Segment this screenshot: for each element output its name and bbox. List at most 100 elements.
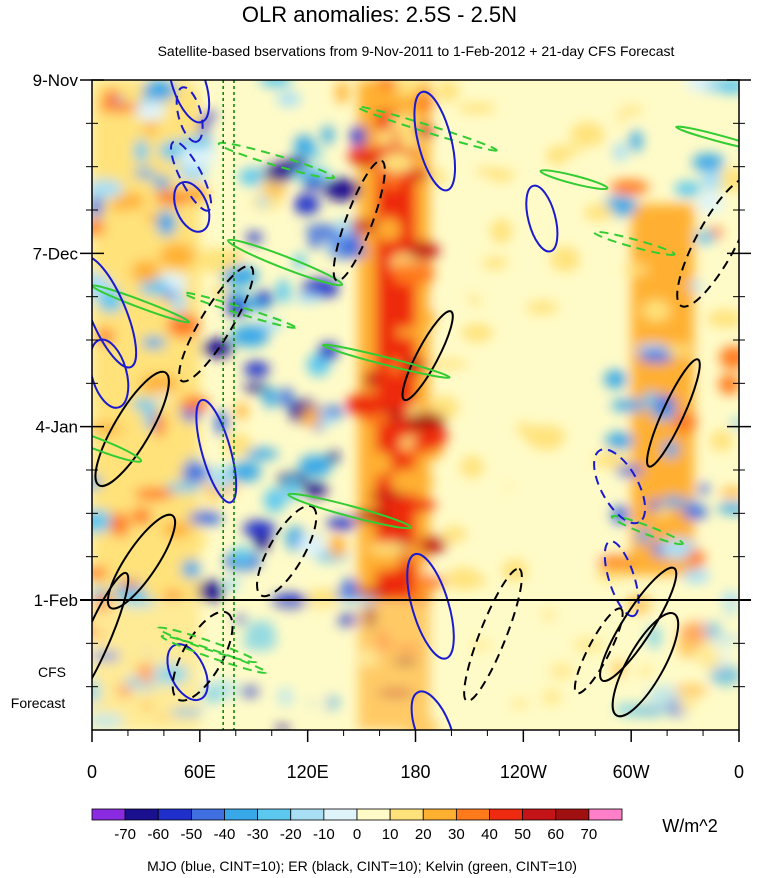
anomaly-cell (516, 421, 531, 436)
anomaly-cell (350, 125, 367, 147)
colorbar-tick-label: 10 (382, 826, 399, 843)
anomaly-cell (109, 512, 130, 538)
x-tick-label: 60W (613, 762, 650, 782)
anomaly-cell (359, 650, 379, 667)
anomaly-cell (368, 490, 406, 501)
anomaly-cell (660, 538, 697, 560)
forecast-label-line1: CFS (38, 664, 66, 680)
y-tick-label: 4-Jan (35, 418, 78, 437)
anomaly-cell (605, 432, 634, 450)
anomaly-cell (276, 723, 289, 730)
anomaly-cell (209, 466, 232, 491)
colorbar-tick-label: -10 (313, 826, 335, 843)
anomaly-cell (92, 679, 102, 704)
anomaly-cell (328, 247, 368, 259)
anomaly-cell (474, 166, 497, 175)
anomaly-cell (611, 660, 626, 678)
anomaly-cell (335, 81, 349, 104)
colorbar-tick-label: 60 (547, 826, 564, 843)
mixed-band (631, 203, 695, 576)
wave-contour (610, 514, 684, 546)
wave-contour (92, 425, 143, 463)
colorbar-tick-label: -70 (114, 826, 136, 843)
anomaly-cell (722, 590, 739, 617)
anomaly-cell (609, 179, 650, 196)
anomaly-cell (583, 204, 614, 221)
anomaly-cell (720, 488, 739, 498)
anomaly-cell (407, 241, 440, 261)
colorbar-cell (91, 808, 126, 821)
wave-contour (646, 358, 701, 468)
anomaly-cell (451, 130, 491, 141)
wave-contour (175, 86, 204, 143)
anomaly-cell (163, 591, 183, 600)
x-tick-label: 180 (400, 762, 430, 782)
anomaly-cell (469, 640, 494, 651)
colorbar-cell (455, 808, 490, 821)
anomaly-cell (416, 92, 434, 113)
anomaly-cell (201, 339, 233, 358)
wave-contour (226, 238, 344, 287)
wave-contour (166, 643, 209, 702)
anomaly-cell (661, 496, 687, 508)
wave-contour (178, 264, 255, 383)
anomaly-cell (414, 574, 446, 590)
anomaly-cell (544, 427, 565, 437)
anomaly-cell (548, 662, 576, 680)
colorbar-cell (124, 808, 159, 821)
colorbar-cell (157, 808, 192, 821)
contour-legend: MJO (blue, CINT=10); ER (black, CINT=10)… (147, 858, 577, 874)
anomaly-cell (575, 239, 600, 254)
anomaly-cell (674, 181, 701, 197)
colorbar-tick-label: -40 (214, 826, 236, 843)
colorbar-cell (257, 808, 292, 821)
anomaly-cell (131, 507, 152, 525)
anomaly-cell (715, 80, 739, 94)
anomaly-cell (238, 168, 269, 186)
anomaly-cell (372, 451, 393, 476)
anomaly-cell (375, 629, 391, 654)
anomaly-cell (393, 643, 422, 654)
anomaly-cell (262, 387, 278, 408)
anomaly-cell (603, 369, 627, 389)
anomaly-cell (243, 361, 270, 377)
anomaly-cell (181, 463, 209, 483)
anomaly-cell (431, 168, 446, 186)
anomaly-cell (376, 688, 416, 698)
colorbar-cell (190, 808, 225, 821)
colorbar-cell (356, 808, 391, 821)
anomaly-cell (545, 149, 568, 165)
anomaly-cell (239, 685, 260, 698)
colorbar-tick-label: 70 (581, 826, 598, 843)
anomaly-cell (345, 392, 385, 417)
anomaly-cell (297, 534, 326, 557)
anomaly-cell (460, 455, 484, 478)
anomaly-cell (326, 452, 341, 462)
anomaly-cell (196, 247, 236, 274)
anomaly-cell (457, 103, 497, 114)
wave-contour (406, 552, 455, 660)
anomaly-cell (602, 105, 620, 129)
anomaly-cell (181, 559, 201, 579)
anomaly-cell (411, 440, 442, 451)
anomaly-cell (389, 469, 425, 495)
anomaly-cell (647, 499, 661, 512)
wave-contour (611, 612, 680, 718)
anomaly-cell (441, 526, 467, 544)
anomaly-cell (521, 136, 539, 148)
anomaly-cell (134, 139, 149, 164)
anomaly-cell (510, 698, 529, 710)
colorbar-cell (422, 808, 457, 821)
wave-contour (322, 343, 451, 379)
anomaly-cell (92, 475, 102, 490)
anomaly-cell (709, 665, 739, 686)
anomaly-cell (326, 517, 357, 531)
anomaly-cell (97, 290, 124, 313)
anomaly-cell (731, 419, 739, 428)
anomaly-cell (596, 555, 635, 566)
wave-contour (171, 610, 234, 702)
forecast-label-line2: Forecast (11, 695, 66, 711)
y-tick-label: 1-Feb (34, 591, 78, 610)
anomaly-cell (188, 511, 223, 526)
anomaly-cell (363, 370, 379, 388)
